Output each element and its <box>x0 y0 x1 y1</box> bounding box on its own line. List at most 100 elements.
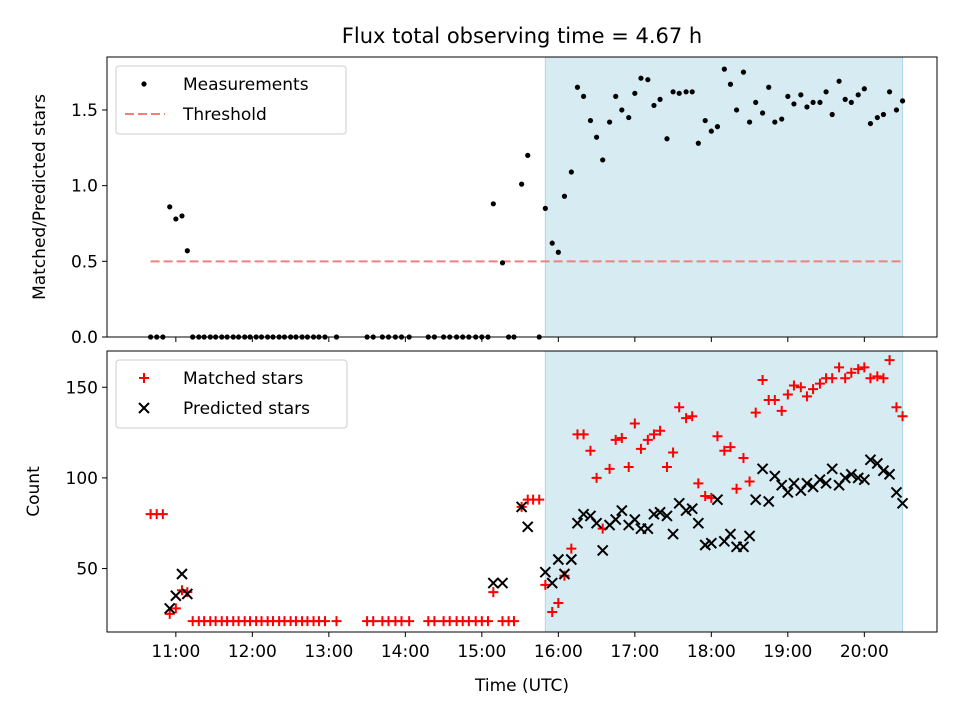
predicted-point <box>858 474 871 486</box>
x-tick-label: 14:00 <box>381 642 430 662</box>
matched-point <box>674 402 685 413</box>
measurement-point <box>657 96 663 102</box>
measurement-point <box>727 81 734 87</box>
matched-point <box>182 587 193 598</box>
predicted-point <box>826 463 838 475</box>
matched-point <box>591 472 602 483</box>
measurement-point <box>173 216 179 222</box>
matched-point <box>712 431 723 442</box>
measurement-point <box>708 128 714 134</box>
measurement-point <box>167 204 173 210</box>
measurement-point <box>746 119 753 125</box>
matched-point <box>404 616 415 627</box>
predicted-point <box>743 530 756 542</box>
predicted-point <box>769 470 781 482</box>
measurement-point <box>867 120 874 127</box>
matched-point <box>655 425 666 436</box>
chart-title: Flux total observing time = 4.67 h <box>342 24 702 48</box>
measurement-point <box>593 134 600 140</box>
predicted-point <box>711 493 724 506</box>
measurement-point <box>626 114 632 121</box>
matched-point <box>616 433 627 444</box>
x-axis-label: Time (UTC) <box>474 676 569 696</box>
measurement-point <box>580 93 587 99</box>
matched-point <box>648 429 659 440</box>
observing-span <box>544 350 904 633</box>
matched-point <box>738 452 749 463</box>
predicted-point <box>610 513 622 526</box>
measurement-point <box>714 124 721 130</box>
matched-point <box>719 445 730 456</box>
x-tick-label: 15:00 <box>457 642 506 662</box>
y-tick-label: 1.0 <box>71 177 98 197</box>
matched-point <box>853 364 864 375</box>
measurement-point <box>695 140 701 146</box>
matched-point <box>776 405 787 416</box>
measurement-point <box>886 89 893 95</box>
measurement-point <box>179 213 185 219</box>
matched-point <box>808 384 819 395</box>
y-tick-label: 150 <box>66 378 98 398</box>
predicted-point <box>164 602 176 615</box>
predicted-point <box>558 568 571 580</box>
matched-point <box>725 442 736 453</box>
matched-point <box>884 355 895 366</box>
matched-point <box>801 391 812 402</box>
matched-point <box>750 407 761 418</box>
measurement-point <box>519 181 525 187</box>
predicted-point <box>749 493 762 506</box>
matched-point <box>661 462 672 473</box>
matched-point <box>540 579 551 590</box>
measurement-point <box>587 117 594 124</box>
measurement-point <box>753 99 759 106</box>
predicted-point <box>577 508 590 520</box>
matched-point <box>681 413 692 424</box>
matched-point <box>176 585 187 596</box>
predicted-point <box>565 553 578 566</box>
matched-point <box>642 434 653 445</box>
predicted-point <box>845 468 858 480</box>
measurement-point <box>855 92 861 98</box>
matched-point <box>610 434 621 445</box>
predicted-point <box>552 553 565 566</box>
matched-point <box>585 445 596 456</box>
measurement-point <box>184 248 190 254</box>
matched-point <box>840 373 851 384</box>
matched-point <box>429 616 440 627</box>
measurement-point <box>606 119 613 125</box>
predicted-point <box>629 513 641 526</box>
measurement-point <box>899 98 906 104</box>
measurement-point <box>689 89 695 95</box>
matched-point <box>578 429 589 440</box>
predicted-point <box>820 477 832 490</box>
predicted-point <box>661 510 673 522</box>
measurement-point <box>874 114 880 121</box>
predicted-point <box>667 528 679 540</box>
observing-span <box>544 56 904 338</box>
measurement-point <box>804 104 810 110</box>
legend-label: Predicted stars <box>183 399 310 419</box>
x-tick-label: 20:00 <box>840 642 889 662</box>
predicted-point <box>801 477 813 490</box>
measurement-point <box>574 84 581 90</box>
measurement-point <box>632 90 638 96</box>
measurement-point <box>568 169 574 175</box>
predicted-point <box>896 497 909 509</box>
x-tick-label: 11:00 <box>151 642 200 662</box>
ratio-panel: 0.0 0.5 1.0 1.5 Matched/Predicted stars Measu… <box>30 56 938 348</box>
predicted-point <box>890 486 903 499</box>
matched-point <box>769 394 780 405</box>
measurement-point <box>733 107 740 113</box>
measurement-point <box>823 89 829 95</box>
predicted-point <box>590 517 603 529</box>
measurement-point <box>740 69 747 75</box>
matched-point <box>534 494 545 505</box>
measurement-point <box>600 157 606 163</box>
count-panel: 50 100 150 11:00 12:00 13:00 14:00 15:00 16:00 17… <box>24 350 938 662</box>
measurement-point <box>880 111 887 118</box>
matched-point <box>566 543 577 554</box>
y-tick-label: 50 <box>76 560 98 580</box>
matched-point <box>795 382 806 393</box>
x-tick-label: 19:00 <box>763 642 812 662</box>
